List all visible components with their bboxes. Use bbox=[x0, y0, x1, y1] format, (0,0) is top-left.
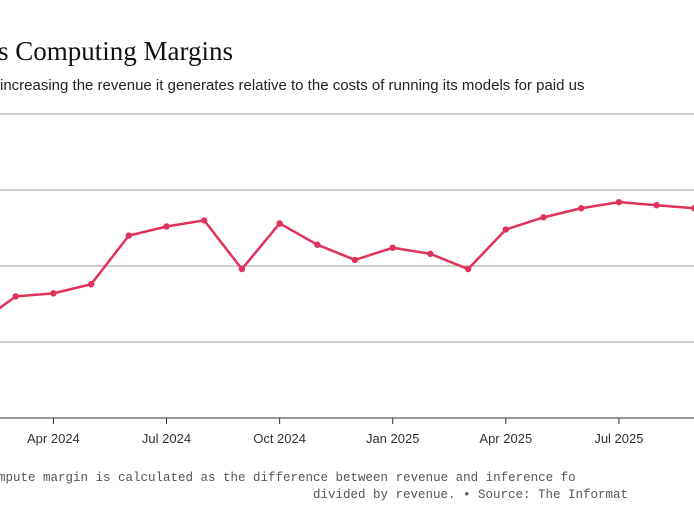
x-tick-label: Jan 2025 bbox=[366, 431, 420, 446]
point bbox=[653, 202, 660, 209]
point bbox=[12, 293, 19, 300]
chart-title: s Computing Margins bbox=[0, 36, 233, 66]
point bbox=[691, 205, 694, 212]
footnote: divided by revenue. • Source: The Inform… bbox=[313, 488, 628, 502]
footnote: mpute margin is calculated as the differ… bbox=[0, 471, 576, 485]
point bbox=[540, 214, 547, 221]
point bbox=[464, 265, 472, 273]
x-tick-label: Oct 2024 bbox=[253, 431, 306, 446]
point bbox=[201, 217, 208, 224]
point bbox=[125, 232, 132, 239]
point bbox=[314, 241, 321, 248]
point bbox=[502, 226, 509, 233]
point bbox=[238, 265, 246, 273]
x-tick-label: Jul 2025 bbox=[594, 431, 643, 446]
chart-subtitle: increasing the revenue it generates rela… bbox=[0, 77, 585, 94]
point bbox=[351, 256, 359, 264]
point bbox=[87, 281, 95, 288]
x-tick-label: Apr 2024 bbox=[27, 431, 80, 446]
point bbox=[163, 223, 170, 230]
point bbox=[389, 244, 396, 251]
point bbox=[50, 290, 57, 297]
point bbox=[427, 250, 434, 258]
point bbox=[615, 198, 623, 206]
point bbox=[578, 205, 585, 212]
x-tick-label: Apr 2025 bbox=[479, 431, 532, 446]
point bbox=[276, 220, 283, 227]
line bbox=[0, 200, 694, 310]
x-tick-label: Jul 2024 bbox=[142, 431, 191, 446]
